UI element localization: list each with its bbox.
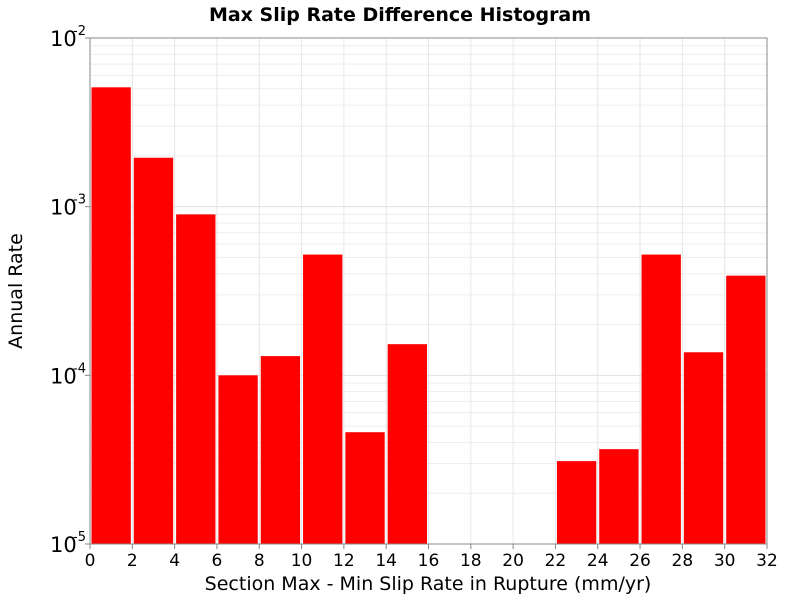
y-tick-label: 10 <box>50 533 77 557</box>
x-tick: 18 <box>460 544 482 571</box>
bar-5 <box>303 254 343 544</box>
x-tick: 32 <box>756 544 778 571</box>
y-tick: 10-5 <box>50 530 90 557</box>
x-tick-label: 10 <box>291 551 313 571</box>
chart-title: Max Slip Rate Difference Histogram <box>209 4 591 26</box>
x-tick: 6 <box>212 544 223 571</box>
x-tick: 2 <box>127 544 138 571</box>
x-tick-label: 6 <box>212 551 223 571</box>
x-tick-label: 24 <box>587 551 609 571</box>
y-tick-label: 10 <box>50 196 77 220</box>
x-tick: 0 <box>85 544 96 571</box>
x-tick: 26 <box>629 544 651 571</box>
y-tick-exponent: -4 <box>73 361 86 376</box>
x-axis-ticks: 0 2 4 6 8 10 12 14 16 18 20 22 24 26 28 30 32 <box>85 544 778 571</box>
x-tick: 16 <box>418 544 440 571</box>
x-tick-label: 4 <box>169 551 180 571</box>
y-tick-label: 10 <box>50 27 77 51</box>
x-tick: 24 <box>587 544 609 571</box>
bar-3 <box>218 375 258 544</box>
x-tick-label: 28 <box>672 551 694 571</box>
x-tick-label: 20 <box>502 551 524 571</box>
x-tick-label: 14 <box>375 551 397 571</box>
x-tick: 4 <box>169 544 180 571</box>
bar-0 <box>91 87 131 544</box>
bar-4 <box>260 356 301 544</box>
x-tick: 12 <box>333 544 355 571</box>
bar-6 <box>345 432 385 544</box>
bar-12 <box>599 449 639 544</box>
bar-7 <box>387 344 427 544</box>
bar-14 <box>683 352 724 544</box>
y-axis-label: Annual Rate <box>5 233 27 349</box>
y-tick: 10-2 <box>50 24 90 51</box>
x-axis-label: Section Max - Min Slip Rate in Rupture (… <box>205 573 652 595</box>
y-tick-label: 10 <box>50 364 77 388</box>
x-tick: 20 <box>502 544 524 571</box>
y-tick: 10-3 <box>50 193 90 220</box>
x-tick-label: 0 <box>85 551 96 571</box>
x-tick: 8 <box>254 544 265 571</box>
bar-13 <box>641 254 681 544</box>
bar-1 <box>133 157 174 544</box>
y-tick-exponent: -2 <box>73 24 86 39</box>
bar-2 <box>176 214 216 544</box>
x-tick: 28 <box>672 544 694 571</box>
x-tick-label: 8 <box>254 551 265 571</box>
x-tick-label: 26 <box>629 551 651 571</box>
y-tick-exponent: -5 <box>73 530 86 545</box>
x-tick-label: 16 <box>418 551 440 571</box>
y-tick: 10-4 <box>50 361 90 388</box>
x-tick-label: 22 <box>545 551 567 571</box>
x-tick: 14 <box>375 544 397 571</box>
x-tick-label: 18 <box>460 551 482 571</box>
y-axis-ticks: 10-510-410-310-2 <box>50 24 90 557</box>
x-tick-label: 30 <box>714 551 736 571</box>
bar-15 <box>726 275 766 544</box>
x-tick: 22 <box>545 544 567 571</box>
x-tick-label: 32 <box>756 551 778 571</box>
bars <box>91 87 766 544</box>
bar-11 <box>556 461 597 544</box>
x-tick-label: 2 <box>127 551 138 571</box>
y-tick-exponent: -3 <box>73 193 86 208</box>
x-tick: 10 <box>291 544 313 571</box>
x-tick: 30 <box>714 544 736 571</box>
x-tick-label: 12 <box>333 551 355 571</box>
